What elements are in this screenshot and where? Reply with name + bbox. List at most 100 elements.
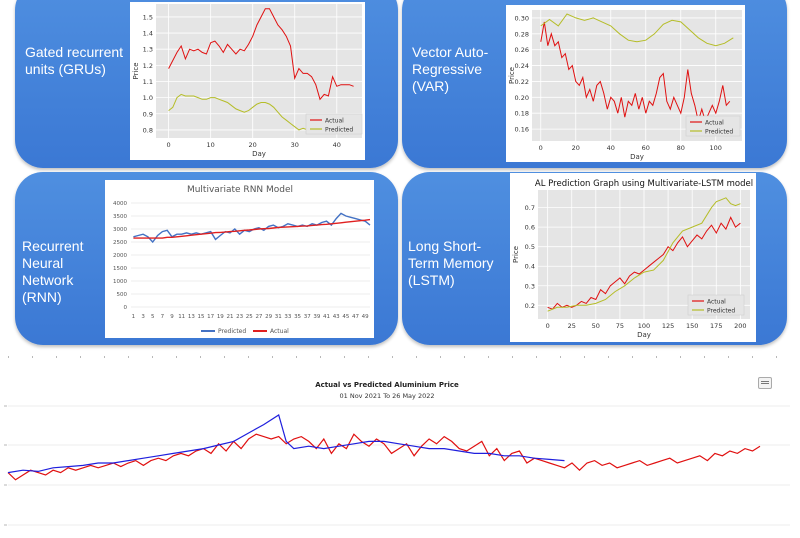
x-tick-label: 17 [207,314,214,320]
x-tick-label: 60 [642,144,650,152]
y-tick-label: 0 [124,305,128,311]
y-tick-label: 0.6 [525,224,535,232]
y-tick-label: 0.7 [525,204,535,212]
x-tick-label: 9 [170,314,174,320]
x-tick-label: 29 [265,314,272,320]
gru-chart: 0.8 0.9 1.0 1.1 1.2 1.3 1.4 1.5 0 10 20 30 40 Day Pric… [130,2,365,160]
x-tick-label: 40 [333,141,341,149]
legend-label-actual: Actual [705,120,724,127]
y-tick-label: 1500 [113,266,127,272]
x-tick-label: 1 [132,314,136,320]
x-tick-label: 41 [323,314,330,320]
x-tick-label: 7 [161,314,165,320]
y-tick-label: 0.18 [515,110,529,118]
y-tick-label: 3000 [113,227,127,233]
x-tick-label: 27 [255,314,262,320]
x-tick-label: 10 [207,141,215,149]
rnn-label: Recurrent Neural Network (RNN) [22,238,84,305]
y-tick-label: 0.20 [515,94,529,102]
y-tick-label: 1.0 [143,94,153,102]
y-tick-label: 2500 [113,240,127,246]
y-tick-label: 1000 [113,279,127,285]
y-tick-label: 0.26 [515,46,529,54]
y-tick-label: 0.22 [515,78,529,86]
x-tick-label: 15 [198,314,205,320]
y-tick-label: 500 [117,292,128,298]
series-line-actual [133,218,371,239]
y-tick-label: 1.4 [143,30,153,38]
y-tick-label: 0.2 [525,302,535,310]
legend-label-actual: Actual [707,299,726,306]
var-chart: 0.16 0.18 0.20 0.22 0.24 0.26 0.28 0.30 0 20 40 60 8… [506,5,745,162]
series-line-predicted [540,13,734,47]
x-tick-label: 100 [710,144,722,152]
x-tick-label: 80 [677,144,685,152]
x-tick-label: 20 [572,144,580,152]
lstm-label: Long Short-Term Memory (LSTM) [408,238,494,288]
series-line-actual [7,433,761,481]
chart-subtitle: 01 Nov 2021 To 26 May 2022 [340,392,435,400]
chart-menu-icon[interactable] [758,377,772,389]
y-tick-label: 3500 [113,214,127,220]
x-tick-label: 125 [662,322,674,330]
x-tick-label: 37 [304,314,311,320]
x-tick-label: 5 [151,314,155,320]
y-tick-label: 0.16 [515,126,529,134]
series-line-actual [168,8,354,101]
legend-label-predicted: Predicted [705,129,733,136]
gru-label: Gated recurrent units (GRUs) [25,44,124,77]
x-tick-label: 100 [638,322,650,330]
x-tick-label: 49 [362,314,369,320]
x-tick-label: 150 [686,322,698,330]
x-tick-label: 40 [607,144,615,152]
y-tick-label: 1.5 [143,13,153,21]
chart-title: Multivariate RNN Model [187,185,293,195]
x-tick-label: 35 [294,314,301,320]
y-tick-label: 0.3 [525,282,535,290]
y-tick-label: 1.1 [143,78,153,86]
y-tick-label: 0.4 [525,263,535,271]
x-tick-label: 13 [188,314,195,320]
x-tick-label: 19 [217,314,224,320]
y-tick-label: 0.30 [515,14,529,22]
legend-label-predicted: Predicted [707,308,735,315]
x-tick-label: 23 [236,314,243,320]
x-tick-label: 11 [178,314,185,320]
x-tick-label: 39 [313,314,320,320]
x-tick-label: 45 [342,314,349,320]
y-tick-label: 0.28 [515,30,529,38]
x-tick-label: 50 [592,322,600,330]
x-tick-label: 0 [539,144,543,152]
x-axis-label: Day [252,150,266,158]
rnn-chart: Multivariate RNN Model 0 500 1000 1500 2000 25… [105,180,374,338]
y-axis-label: Price [512,246,520,263]
x-tick-label: 33 [284,314,291,320]
x-tick-label: 3 [141,314,145,320]
chart-title: Actual vs Predicted Aluminium Price [315,381,459,389]
legend-label-predicted: Predicted [218,328,246,335]
legend-label-actual: Actual [325,118,344,125]
y-tick-label: 2000 [113,253,127,259]
legend-label-actual: Actual [270,328,289,335]
chart-title: AL Prediction Graph using Multivariate-L… [535,179,753,189]
dotted-separator [8,356,792,358]
x-axis-label: Day [637,331,651,339]
x-axis-label: Day [630,153,644,161]
x-tick-label: 0 [167,141,171,149]
x-tick-label: 75 [616,322,624,330]
x-tick-label: 31 [275,314,282,320]
x-tick-label: 43 [333,314,340,320]
y-tick-label: 0.8 [143,126,153,134]
y-tick-label: 0.5 [525,243,535,251]
x-tick-label: 30 [291,141,299,149]
y-axis-label: Price [508,67,516,84]
var-label: Vector Auto-Regressive (VAR) [412,44,489,94]
series-line-actual [547,216,741,310]
x-tick-label: 20 [249,141,257,149]
lstm-chart: 0.2 0.3 0.4 0.5 0.6 0.7 0 25 50 75 100 125 150 175 200… [510,173,756,342]
legend-label-predicted: Predicted [325,127,353,134]
y-tick-label: 1.2 [143,62,153,70]
y-tick-label: 0.24 [515,62,529,70]
y-tick-label: 1.3 [143,46,153,54]
x-tick-label: 175 [710,322,722,330]
